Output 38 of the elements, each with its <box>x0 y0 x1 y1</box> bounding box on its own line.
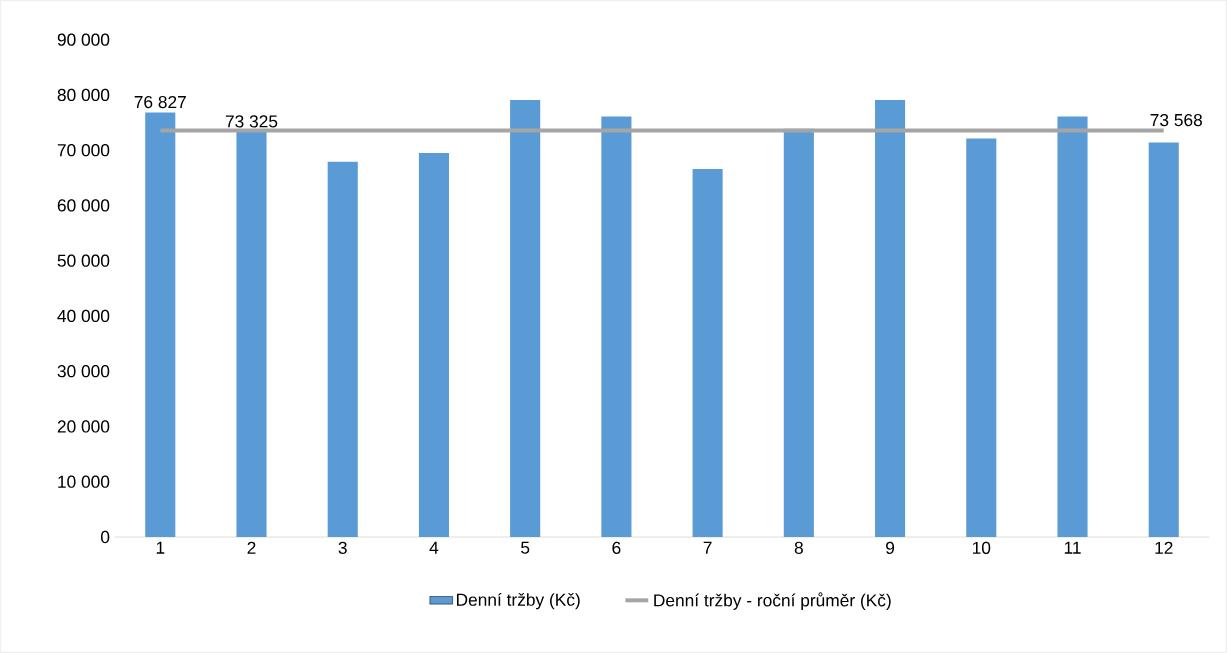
bar <box>510 99 541 537</box>
bar <box>1148 142 1179 537</box>
bar <box>145 112 176 537</box>
y-tick-label: 10 000 <box>58 475 110 488</box>
bar <box>418 152 449 537</box>
y-tick-label: 70 000 <box>57 144 110 157</box>
x-tick-label: 1 <box>156 541 165 554</box>
data-label: 76 827 <box>134 95 186 109</box>
y-tick-label: 50 000 <box>57 254 110 267</box>
x-tick-label: 2 <box>247 541 256 554</box>
x-tick-label: 10 <box>972 541 991 554</box>
bar <box>236 131 267 537</box>
x-tick-label: 7 <box>703 541 712 554</box>
bar <box>966 138 997 537</box>
bar <box>327 161 358 537</box>
data-label: 73 568 <box>1150 113 1202 127</box>
x-tick-label: 8 <box>794 541 803 554</box>
bar <box>601 116 632 537</box>
y-tick-label: 40 000 <box>57 309 110 323</box>
y-tick-label: 20 000 <box>57 420 110 433</box>
x-tick-label: 3 <box>338 541 347 554</box>
x-tick-label: 12 <box>1155 541 1173 554</box>
y-tick-label: 80 000 <box>57 88 110 102</box>
bar <box>875 99 906 537</box>
y-tick-label: 60 000 <box>57 199 110 212</box>
y-tick-label: 0 <box>100 530 110 544</box>
x-tick-label: 5 <box>521 541 530 554</box>
x-tick-label: 11 <box>1064 541 1081 554</box>
bar <box>692 168 723 537</box>
x-tick-label: 6 <box>612 541 621 554</box>
bar <box>1057 116 1088 537</box>
legend-label: Denní tržby - roční průměr (Kč) <box>654 592 891 610</box>
x-tick-label: 4 <box>429 541 439 554</box>
y-tick-label: 90 000 <box>57 33 110 46</box>
data-label: 73 325 <box>225 115 278 128</box>
y-tick-label: 30 000 <box>57 365 110 378</box>
x-tick-label: 9 <box>886 541 895 554</box>
legend-label: Denní tržby (Kč) <box>456 592 580 610</box>
